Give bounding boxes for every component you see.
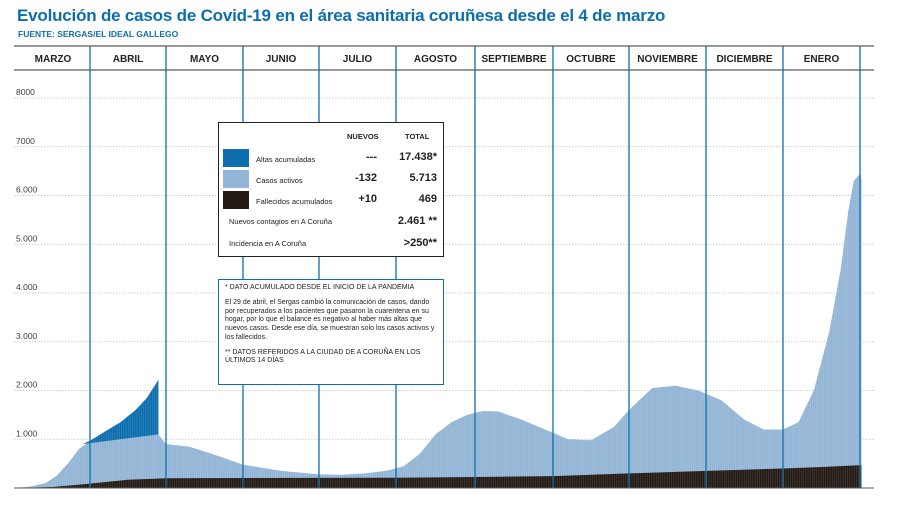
legend-total-fallecidos: 469 [418,193,437,205]
month-label: JULIO [343,54,373,65]
note-city-data: ** DATOS REFERIDOS A LA CIUDAD DE A CORU… [225,348,421,365]
chart-source: FUENTE: SERGAS/EL IDEAL GALLEGO [18,29,179,39]
legend-new-altas: --- [366,151,377,163]
legend-label-contagios: Nuevos contagios en A Coruña [229,217,332,226]
month-label: SEPTIEMBRE [481,54,546,65]
area-fallecidos-acumulados [16,465,862,488]
legend-label-fallecidos: Fallecidos acumulados [256,197,333,206]
legend-label-incidencia: Incidencia en A Coruña [229,239,307,248]
month-label: NOVIEMBRE [637,54,698,65]
area-altas-acumuladas [82,379,159,445]
legend-total-contagios: 2.461 ** [397,215,437,227]
legend-header-new: NUEVOS [347,132,379,141]
y-tick-label: 5.000 [16,233,38,243]
legend-swatch-altas [223,149,249,167]
month-label: ABRIL [113,54,144,65]
month-labels: MARZO ABRIL MAYO JUNIO JULIO AGOSTO SEPTIEMBRE… [35,54,840,65]
month-label: JUNIO [266,54,297,65]
month-label: AGOSTO [414,54,457,65]
legend-row-altas: Altas acumuladas --- 17.438* [223,149,441,167]
y-tick-label: 3.000 [16,331,38,341]
month-label: DICIEMBRE [716,54,772,65]
month-label: ENERO [804,54,840,65]
y-tick-label: 2.000 [16,380,38,390]
y-tick-label: 4.000 [16,282,38,292]
legend-new-fallecidos: +10 [358,193,377,205]
legend-row-contagios: Nuevos contagios en A Coruña 2.461 ** [223,213,441,229]
month-label: OCTUBRE [566,54,616,65]
legend-row-activos: Casos activos -132 5.713 [223,170,441,188]
y-tick-label: 8000 [16,87,35,97]
legend-header-total: TOTAL [405,132,430,141]
note-accumulated: * DATO ACUMULADO DESDE EL INICIO DE LA P… [225,284,415,291]
legend-swatch-activos [223,170,249,188]
y-tick-label: 1.000 [16,428,38,438]
gridlines [14,97,874,440]
legend-swatch-fallecidos [223,191,249,209]
month-label: MAYO [190,54,219,65]
legend-row-fallecidos: Fallecidos acumulados +10 469 [223,191,441,209]
legend-new-activos: -132 [354,172,377,184]
note-explanation: El 29 de abril, el Sergas cambió la comu… [225,298,435,341]
legend-box: NUEVOS TOTAL Altas acumuladas --- 17.438… [218,122,444,257]
month-divider-lines [89,46,861,488]
area-casos-activos [16,173,862,488]
y-axis-labels: 8000 7000 6.000 5.000 4.000 3.000 2.000 1.000 [16,87,38,438]
legend-total-activos: 5.713 [409,172,437,184]
y-tick-label: 6.000 [16,185,38,195]
chart-title: Evolución de casos de Covid-19 en el áre… [17,6,666,25]
note-box: * DATO ACUMULADO DESDE EL INICIO DE LA P… [218,279,444,385]
legend-total-altas: 17.438* [399,151,437,163]
legend-label-activos: Casos activos [256,176,303,185]
y-tick-label: 7000 [16,136,35,146]
month-label: MARZO [35,54,72,65]
legend-total-incidencia: >250** [403,237,437,249]
legend-row-incidencia: Incidencia en A Coruña >250** [223,235,441,251]
legend-label-altas: Altas acumuladas [256,155,316,164]
